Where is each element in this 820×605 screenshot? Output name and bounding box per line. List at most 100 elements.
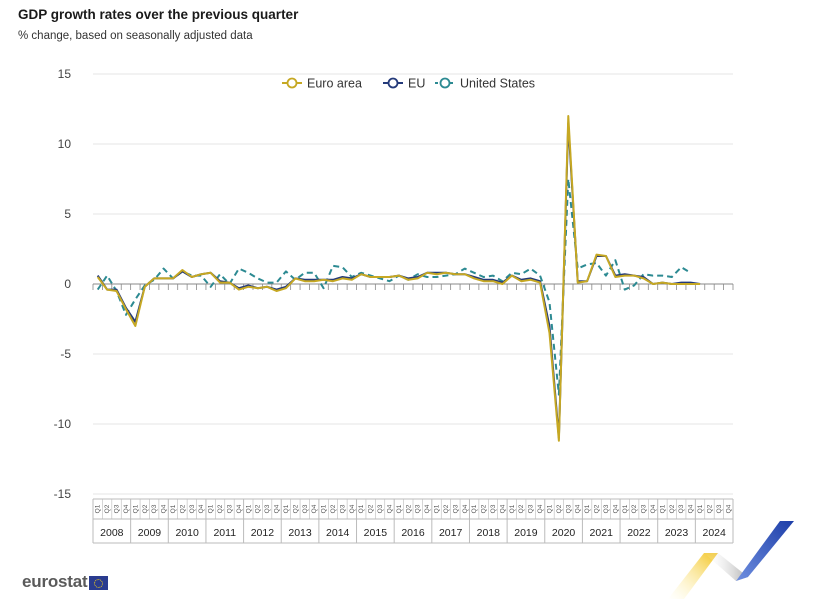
x-quarter-label: Q1 bbox=[321, 504, 328, 513]
x-axis: Q1 Q2 Q3 Q4 Q1 Q2 Q3 Q4 Q1 Q2 Q3 Q4 Q1 Q2 Q3 Q4 Q1 Q2 Q3 Q4… bbox=[92, 283, 734, 544]
x-quarter-label: Q2 bbox=[179, 504, 186, 513]
x-year-label: 2012 bbox=[251, 527, 275, 539]
x-quarter-label: Q3 bbox=[716, 504, 723, 513]
x-quarter-label: Q2 bbox=[330, 504, 337, 513]
x-year-label: 2021 bbox=[590, 527, 614, 539]
x-quarter-label: Q4 bbox=[725, 504, 732, 513]
x-quarter-label: Q1 bbox=[622, 504, 629, 513]
x-quarter-label: Q1 bbox=[170, 504, 177, 513]
x-year-label: 2018 bbox=[477, 527, 501, 539]
x-quarter-label: Q1 bbox=[208, 504, 215, 513]
legend-item-euro-area[interactable]: Euro area bbox=[282, 77, 362, 91]
y-tick-label: 15 bbox=[58, 67, 72, 81]
eu-flag-icon bbox=[89, 576, 109, 590]
x-quarter-label: Q2 bbox=[556, 504, 563, 513]
x-quarter-label: Q3 bbox=[189, 504, 196, 513]
x-quarter-label: Q4 bbox=[236, 504, 243, 513]
x-quarter-label: Q2 bbox=[255, 504, 262, 513]
chart-grid bbox=[93, 73, 733, 495]
x-year-label: 2022 bbox=[627, 527, 651, 539]
x-quarter-label: Q2 bbox=[405, 504, 412, 513]
x-quarter-label: Q3 bbox=[603, 504, 610, 513]
x-year-label: 2010 bbox=[175, 527, 199, 539]
x-quarter-label: Q3 bbox=[377, 504, 384, 513]
x-quarter-label: Q3 bbox=[264, 504, 271, 513]
x-quarter-label: Q3 bbox=[641, 504, 648, 513]
x-quarter-label: Q2 bbox=[481, 504, 488, 513]
x-quarter-label: Q4 bbox=[123, 504, 130, 513]
x-quarter-label: Q4 bbox=[650, 504, 657, 513]
x-quarter-label: Q2 bbox=[368, 504, 375, 513]
series-line-eu[interactable] bbox=[96, 122, 701, 439]
x-year-label: 2024 bbox=[702, 527, 726, 539]
eurostat-logo: eurostat bbox=[22, 572, 109, 592]
legend-item-united-states[interactable]: United States bbox=[435, 77, 535, 91]
eurostat-logo-text: eurostat bbox=[22, 572, 88, 591]
x-quarter-label: Q3 bbox=[302, 504, 309, 513]
y-tick-label: 5 bbox=[64, 207, 71, 221]
x-quarter-label: Q4 bbox=[311, 504, 318, 513]
x-quarter-label: Q1 bbox=[95, 504, 102, 513]
x-quarter-label: Q4 bbox=[198, 504, 205, 513]
x-year-label: 2008 bbox=[100, 527, 124, 539]
x-quarter-label: Q1 bbox=[471, 504, 478, 513]
x-quarter-label: Q3 bbox=[678, 504, 685, 513]
x-quarter-label: Q1 bbox=[245, 504, 252, 513]
chart-legend[interactable]: Euro area EU United States bbox=[282, 77, 535, 91]
legend-label: United States bbox=[460, 77, 535, 91]
x-quarter-label: Q2 bbox=[104, 504, 111, 513]
y-tick-label: -5 bbox=[60, 347, 71, 361]
x-year-label: 2023 bbox=[665, 527, 689, 539]
x-quarter-label: Q3 bbox=[339, 504, 346, 513]
x-year-label: 2013 bbox=[288, 527, 312, 539]
x-year-label: 2009 bbox=[138, 527, 162, 539]
x-quarter-label: Q4 bbox=[575, 504, 582, 513]
x-quarter-label: Q1 bbox=[509, 504, 516, 513]
x-quarter-label: Q1 bbox=[358, 504, 365, 513]
x-quarter-label: Q2 bbox=[292, 504, 299, 513]
x-quarter-label: Q4 bbox=[612, 504, 619, 513]
x-quarter-label: Q1 bbox=[434, 504, 441, 513]
x-quarter-label: Q3 bbox=[226, 504, 233, 513]
x-quarter-label: Q1 bbox=[697, 504, 704, 513]
x-year-label: 2014 bbox=[326, 527, 350, 539]
legend-swatch-marker bbox=[286, 77, 298, 89]
x-quarter-label: Q4 bbox=[349, 504, 356, 513]
x-quarter-label: Q4 bbox=[386, 504, 393, 513]
x-year-label: 2020 bbox=[552, 527, 576, 539]
x-quarter-label: Q3 bbox=[151, 504, 158, 513]
x-year-label: 2017 bbox=[439, 527, 463, 539]
x-quarter-label: Q3 bbox=[490, 504, 497, 513]
x-quarter-label: Q2 bbox=[631, 504, 638, 513]
x-quarter-label: Q2 bbox=[142, 504, 149, 513]
eurostat-swoosh-icon bbox=[668, 521, 794, 599]
y-axis-labels: 15 10 5 0 -5 -10 -15 bbox=[54, 67, 72, 501]
x-year-label: 2019 bbox=[514, 527, 538, 539]
x-quarter-label: Q4 bbox=[161, 504, 168, 513]
x-quarter-label: Q4 bbox=[499, 504, 506, 513]
x-quarter-label: Q1 bbox=[396, 504, 403, 513]
chart-subtitle: % change, based on seasonally adjusted d… bbox=[18, 30, 253, 42]
legend-item-eu[interactable]: EU bbox=[383, 77, 425, 91]
x-quarter-label: Q3 bbox=[528, 504, 535, 513]
x-quarter-label: Q4 bbox=[424, 504, 431, 513]
x-quarter-label: Q4 bbox=[537, 504, 544, 513]
legend-swatch-marker bbox=[387, 77, 399, 89]
x-quarter-label: Q2 bbox=[594, 504, 601, 513]
y-tick-label: 10 bbox=[58, 137, 72, 151]
x-quarter-label: Q1 bbox=[132, 504, 139, 513]
legend-label: EU bbox=[408, 77, 425, 91]
series-line-euro-area[interactable] bbox=[96, 115, 701, 442]
chart-series bbox=[96, 115, 701, 442]
x-quarter-label: Q1 bbox=[584, 504, 591, 513]
x-quarter-label: Q3 bbox=[452, 504, 459, 513]
x-quarter-label: Q3 bbox=[565, 504, 572, 513]
x-quarter-label: Q2 bbox=[706, 504, 713, 513]
x-quarter-label: Q4 bbox=[274, 504, 281, 513]
y-tick-label: -10 bbox=[54, 417, 72, 431]
legend-label: Euro area bbox=[307, 77, 362, 91]
chart-title: GDP growth rates over the previous quart… bbox=[18, 7, 299, 22]
x-year-label: 2015 bbox=[364, 527, 388, 539]
x-year-label: 2011 bbox=[213, 527, 236, 539]
x-quarter-label: Q2 bbox=[443, 504, 450, 513]
